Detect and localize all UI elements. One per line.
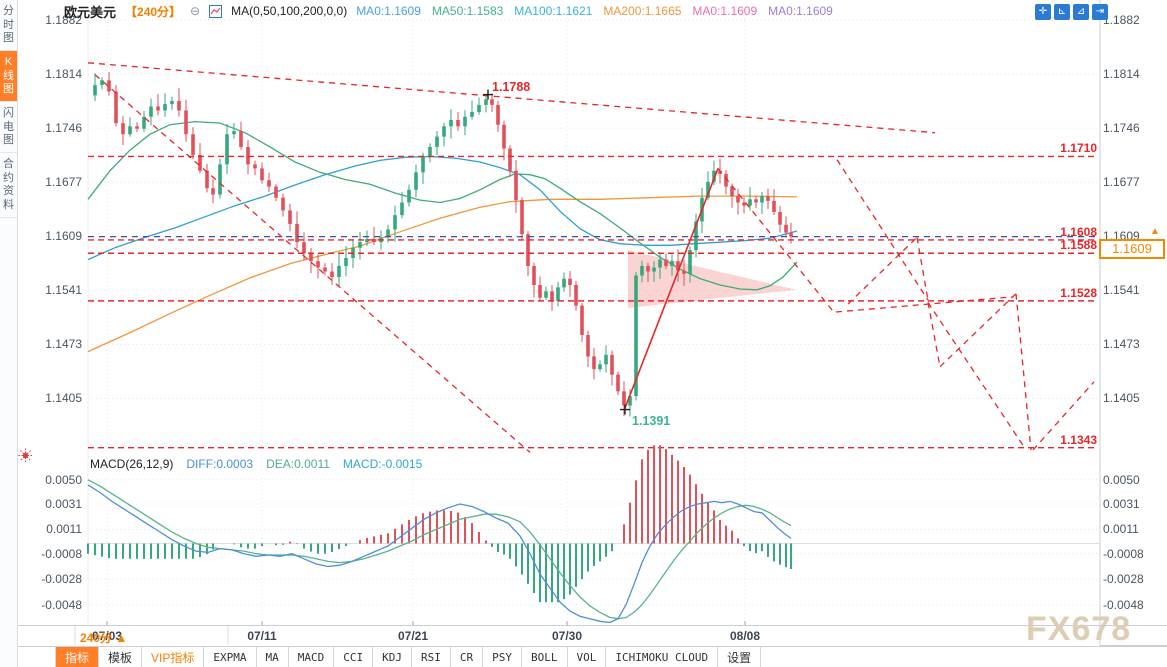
timeframe-selector[interactable]: 240分 ▲ bbox=[80, 631, 128, 645]
macd-title: MACD(26,12,9) bbox=[90, 457, 174, 471]
mini-chart-icon bbox=[209, 4, 223, 18]
price-axis-label-left: 1.1677 bbox=[45, 175, 82, 190]
sidebar-tab-label: K线图 bbox=[3, 56, 14, 95]
macd-axis-label-left: -0.0008 bbox=[41, 546, 82, 561]
macd-axis-label-left: 0.0031 bbox=[45, 496, 82, 511]
period-label: 【240分】 bbox=[125, 4, 182, 19]
toolbar-item-cci[interactable]: CCI bbox=[334, 647, 374, 667]
macd-header: MACD(26,12,9) DIFF:0.0003 DEA:0.0011 MAC… bbox=[90, 457, 422, 471]
price-axis-label-right: 1.1473 bbox=[1103, 337, 1140, 352]
toolbar-item-vip指标[interactable]: VIP指标 bbox=[142, 647, 205, 667]
toolbar-item-模板[interactable]: 模板 bbox=[99, 647, 143, 667]
price-axis-label-left: 1.1609 bbox=[45, 229, 82, 244]
price-axis-label-right: 1.1541 bbox=[1103, 283, 1140, 298]
date-axis-label: 08/08 bbox=[729, 629, 761, 643]
macd-axis-label-right: 0.0031 bbox=[1103, 496, 1140, 511]
sidebar-tab-label: 合约资料 bbox=[3, 158, 14, 211]
date-axis-label: 07/11 bbox=[247, 629, 277, 643]
toolbar-item-指标[interactable]: 指标 bbox=[55, 647, 100, 667]
macd-diff-value: DIFF:0.0003 bbox=[186, 457, 254, 471]
indicator-alert-icon[interactable] bbox=[18, 448, 33, 463]
macd-axis-label-right: 0.0011 bbox=[1103, 522, 1139, 537]
toolbar-item-rsi[interactable]: RSI bbox=[412, 647, 451, 667]
exit-panel-icon[interactable]: ⇥ bbox=[1092, 4, 1108, 20]
fit-left-axis-icon[interactable]: ⊾ bbox=[1054, 4, 1070, 20]
key-level-label: 1.1528 bbox=[1060, 285, 1097, 300]
left-sidebar: 分时图 K线图闪电图合约资料 bbox=[0, 0, 18, 667]
price-axis-label-left: 1.1746 bbox=[45, 121, 82, 136]
ma-value-6: MA0:1.1609 bbox=[768, 4, 833, 18]
macd-axis-label-right: -0.0008 bbox=[1103, 546, 1144, 561]
macd-axis-label-right: -0.0028 bbox=[1103, 572, 1144, 587]
key-level-label: 1.1710 bbox=[1060, 141, 1097, 156]
price-axis-label-left: 1.1405 bbox=[45, 391, 82, 406]
date-axis-label: 07/21 bbox=[397, 629, 429, 643]
toolbar-item-设置[interactable]: 设置 bbox=[718, 647, 762, 667]
chart-tool-icons: ✛ ⊾ ⊿ ⇥ bbox=[1035, 4, 1108, 20]
macd-axis-label-left: 0.0050 bbox=[45, 472, 82, 487]
price-axis-label-right: 1.1405 bbox=[1103, 391, 1140, 406]
price-axis-label-left: 1.1814 bbox=[45, 67, 82, 82]
key-level-label: 1.1608 bbox=[1060, 224, 1097, 239]
bottom-toolbar: 指标 模板 VIP指标 EXPMA MA MACD CCI KDJ RSI CR PSY BOLL VO… bbox=[17, 646, 1167, 667]
collapse-indicator-icon[interactable]: ⊖ bbox=[190, 4, 201, 18]
price-axis-label-left: 1.1473 bbox=[45, 337, 82, 352]
date-axis-label: 07/03 bbox=[91, 629, 123, 643]
toolbar-item-ichimoku-cloud[interactable]: ICHIMOKU CLOUD bbox=[606, 647, 719, 667]
chart-header: 欧元美元 【240分】 ⊖ MA(0,50,100,200,0,0) MA0:1… bbox=[64, 3, 833, 20]
ma-values: MA0:1.1609 MA50:1.1583 MA100:1.1621 MA200:1… bbox=[356, 4, 833, 18]
macd-axis-label-left: -0.0048 bbox=[41, 597, 82, 612]
toolbar-item-boll[interactable]: BOLL bbox=[522, 647, 568, 667]
ma-value-5: MA0:1.1609 bbox=[692, 4, 758, 18]
sidebar-tab-label: 分时图 bbox=[3, 5, 14, 44]
toolbar-item-vol[interactable]: VOL bbox=[568, 647, 607, 667]
ma-value-4: MA200:1.1665 bbox=[603, 4, 682, 18]
sidebar-tab-1[interactable]: 分时图 bbox=[0, 0, 17, 51]
sidebar-tab-2[interactable]: K线图 bbox=[0, 51, 17, 102]
current-price-tag: 1.1609 bbox=[1099, 239, 1165, 259]
toolbar-item-expma[interactable]: EXPMA bbox=[204, 647, 257, 667]
ma-value-1: MA0:1.1609 bbox=[356, 4, 421, 18]
macd-axis-label-left: 0.0011 bbox=[46, 522, 82, 537]
ma-settings-label: MA(0,50,100,200,0,0) bbox=[231, 4, 348, 18]
toolbar-item-psy[interactable]: PSY bbox=[483, 647, 522, 667]
fit-right-axis-icon[interactable]: ⊿ bbox=[1073, 4, 1089, 20]
macd-axis-label-right: -0.0048 bbox=[1103, 597, 1144, 612]
price-axis-label-left: 1.1541 bbox=[45, 283, 82, 298]
toolbar-item-macd[interactable]: MACD bbox=[289, 647, 335, 667]
price-axis-label-right: 1.1746 bbox=[1103, 121, 1140, 136]
symbol-name: 欧元美元 bbox=[64, 4, 117, 20]
sidebar-tab-4[interactable]: 合约资料 bbox=[0, 153, 17, 218]
price-up-arrow-icon: ▲ bbox=[1150, 226, 1160, 237]
toolbar-item-ma[interactable]: MA bbox=[257, 647, 289, 667]
chart-annotation: 1.1391 bbox=[632, 413, 671, 428]
macd-dea-value: DEA:0.0011 bbox=[266, 457, 330, 471]
toolbar-item-cr[interactable]: CR bbox=[451, 647, 484, 667]
fx678-watermark: FX678 bbox=[1026, 610, 1132, 648]
price-axis-label-left: 1.1882 bbox=[45, 13, 82, 27]
sidebar-tab-3[interactable]: 闪电图 bbox=[0, 102, 17, 153]
ma-value-2: MA50:1.1583 bbox=[431, 4, 504, 18]
price-axis-label-right: 1.1814 bbox=[1103, 67, 1140, 82]
macd-macd-value: MACD:-0.0015 bbox=[342, 457, 423, 471]
date-axis-label: 07/30 bbox=[551, 629, 583, 643]
key-level-label: 1.1343 bbox=[1060, 432, 1097, 447]
macd-axis-label-left: -0.0028 bbox=[41, 572, 82, 587]
sidebar-tab-label: 闪电图 bbox=[3, 107, 14, 146]
key-level-label: 1.1588 bbox=[1060, 238, 1097, 253]
price-axis-label-right: 1.1677 bbox=[1103, 175, 1140, 190]
macd-axis-label-right: 0.0050 bbox=[1103, 472, 1140, 487]
pan-crosshair-icon[interactable]: ✛ bbox=[1035, 4, 1051, 20]
toolbar-item-kdj[interactable]: KDJ bbox=[373, 647, 412, 667]
chart-annotation: 1.1788 bbox=[492, 79, 531, 94]
price-axis-label-right: 1.1882 bbox=[1103, 13, 1140, 27]
ma-value-3: MA100:1.1621 bbox=[514, 4, 593, 18]
